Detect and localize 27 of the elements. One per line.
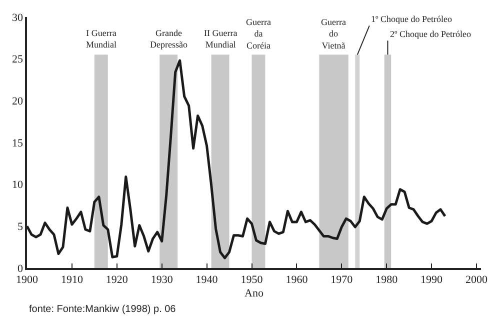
x-tick-label: 1900: [16, 274, 38, 286]
source-note: fonte: Fonte:Mankiw (1998) p. 06: [29, 304, 176, 315]
x-tick-label: 1930: [150, 274, 174, 286]
y-tick-label: 0: [18, 262, 24, 275]
x-tick-label: 1990: [420, 274, 444, 286]
band-label: Guerra do Vietnã: [321, 17, 346, 50]
band-label: II Guerra Mundial: [204, 28, 238, 50]
y-tick-label: 15: [12, 137, 24, 150]
x-tick-label: 1940: [196, 274, 218, 286]
band-label: Grande Depressão: [150, 28, 188, 50]
y-tick-label: 10: [12, 179, 24, 192]
x-tick-label: 1910: [60, 274, 84, 286]
band-label: I Guerra Mundial: [86, 28, 117, 50]
x-tick-label: 1980: [376, 274, 398, 286]
y-tick-label: 25: [12, 54, 24, 66]
x-tick-label: 1960: [286, 274, 308, 286]
y-tick-label: 5: [18, 221, 24, 234]
x-tick-label: 1950: [240, 274, 264, 286]
x-tick-label: 1970: [330, 274, 354, 286]
band-label: 2º Choque do Petróleo: [390, 29, 472, 39]
x-axis-title: Ano: [244, 288, 264, 300]
x-tick-label: 1920: [106, 274, 128, 286]
y-tick-label: 20: [12, 96, 24, 108]
y-tick-label: 30: [12, 12, 24, 24]
band-label: 1º Choque do Petróleo: [371, 14, 453, 24]
band-label: Guerra da Coréia: [246, 17, 271, 50]
x-tick-label: 2000: [466, 274, 488, 286]
